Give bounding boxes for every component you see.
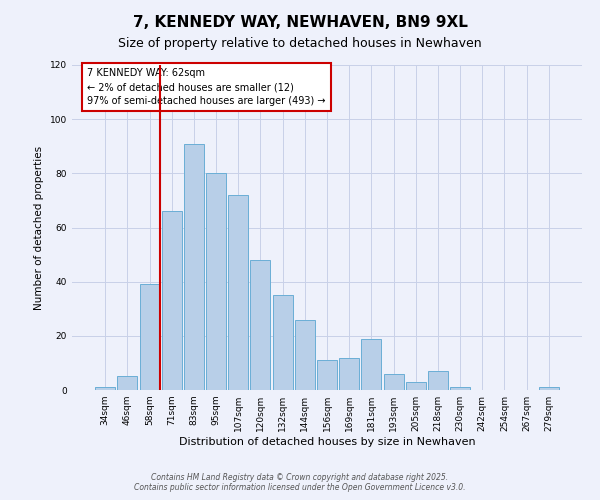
Bar [428, 371, 448, 390]
Text: Size of property relative to detached houses in Newhaven: Size of property relative to detached ho… [118, 38, 482, 51]
Bar [140, 284, 160, 390]
Bar [450, 388, 470, 390]
Bar [295, 320, 315, 390]
Text: 7 KENNEDY WAY: 62sqm
← 2% of detached houses are smaller (12)
97% of semi-detach: 7 KENNEDY WAY: 62sqm ← 2% of detached ho… [88, 68, 326, 106]
Bar [184, 144, 204, 390]
Y-axis label: Number of detached properties: Number of detached properties [34, 146, 44, 310]
X-axis label: Distribution of detached houses by size in Newhaven: Distribution of detached houses by size … [179, 437, 475, 447]
Bar [361, 338, 382, 390]
Bar [272, 295, 293, 390]
Bar [406, 382, 426, 390]
Bar [228, 195, 248, 390]
Bar [383, 374, 404, 390]
Bar [339, 358, 359, 390]
Bar [206, 174, 226, 390]
Bar [162, 211, 182, 390]
Bar [539, 388, 559, 390]
Bar [250, 260, 271, 390]
Bar [317, 360, 337, 390]
Bar [118, 376, 137, 390]
Bar [95, 388, 115, 390]
Text: 7, KENNEDY WAY, NEWHAVEN, BN9 9XL: 7, KENNEDY WAY, NEWHAVEN, BN9 9XL [133, 15, 467, 30]
Text: Contains HM Land Registry data © Crown copyright and database right 2025.
Contai: Contains HM Land Registry data © Crown c… [134, 473, 466, 492]
